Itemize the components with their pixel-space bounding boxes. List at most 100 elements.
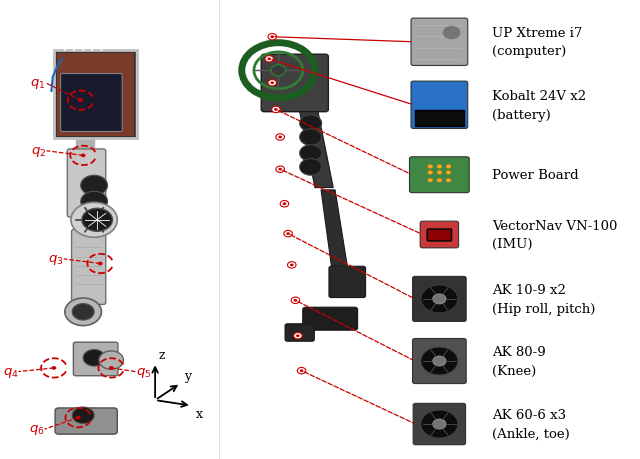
Text: (Hip roll, pitch): (Hip roll, pitch) <box>492 302 595 315</box>
Text: x: x <box>195 407 202 420</box>
FancyBboxPatch shape <box>329 267 365 298</box>
Circle shape <box>51 366 56 370</box>
Text: AK 10-9 x2: AK 10-9 x2 <box>492 284 566 297</box>
Circle shape <box>286 233 290 235</box>
FancyBboxPatch shape <box>413 277 466 322</box>
Circle shape <box>291 297 300 304</box>
Circle shape <box>82 209 113 232</box>
Circle shape <box>78 99 83 103</box>
Circle shape <box>268 80 276 87</box>
Text: (IMU): (IMU) <box>492 238 532 251</box>
Circle shape <box>271 36 274 39</box>
Circle shape <box>287 262 296 269</box>
Circle shape <box>437 171 442 175</box>
Circle shape <box>283 203 286 206</box>
Circle shape <box>446 165 451 169</box>
Circle shape <box>99 351 124 369</box>
Circle shape <box>278 168 282 171</box>
FancyBboxPatch shape <box>411 19 468 66</box>
Circle shape <box>300 116 322 132</box>
Circle shape <box>290 264 294 267</box>
FancyBboxPatch shape <box>420 222 459 248</box>
FancyBboxPatch shape <box>72 230 106 305</box>
Circle shape <box>300 369 303 372</box>
Circle shape <box>433 294 446 304</box>
Circle shape <box>72 304 94 320</box>
Circle shape <box>268 58 271 61</box>
FancyBboxPatch shape <box>285 324 314 341</box>
Circle shape <box>428 165 433 169</box>
Circle shape <box>271 107 280 113</box>
Text: $q_6$: $q_6$ <box>29 422 45 436</box>
Circle shape <box>81 154 86 158</box>
Text: Kobalt 24V x2: Kobalt 24V x2 <box>492 90 586 103</box>
Circle shape <box>428 171 433 175</box>
FancyBboxPatch shape <box>411 82 468 129</box>
Circle shape <box>71 203 117 238</box>
FancyBboxPatch shape <box>56 53 135 138</box>
FancyBboxPatch shape <box>303 308 358 330</box>
Text: $q_3$: $q_3$ <box>48 252 63 266</box>
Text: (battery): (battery) <box>492 108 550 121</box>
Circle shape <box>294 299 297 302</box>
Circle shape <box>83 350 105 366</box>
Text: (computer): (computer) <box>492 45 566 58</box>
Circle shape <box>278 136 282 139</box>
Circle shape <box>274 109 278 112</box>
Circle shape <box>428 179 433 183</box>
FancyBboxPatch shape <box>415 111 464 126</box>
Circle shape <box>271 66 285 77</box>
Circle shape <box>421 285 458 313</box>
Circle shape <box>276 134 284 141</box>
Text: Power Board: Power Board <box>492 169 579 182</box>
FancyBboxPatch shape <box>427 230 452 241</box>
FancyBboxPatch shape <box>261 55 328 112</box>
Polygon shape <box>300 112 333 188</box>
Circle shape <box>65 298 102 326</box>
Text: VectorNav VN-100: VectorNav VN-100 <box>492 219 617 232</box>
Circle shape <box>300 146 322 162</box>
Circle shape <box>437 179 442 183</box>
Text: AK 80-9: AK 80-9 <box>492 346 545 358</box>
Polygon shape <box>321 190 348 266</box>
Circle shape <box>72 407 94 424</box>
Circle shape <box>437 165 442 169</box>
Circle shape <box>284 231 292 237</box>
Text: $q_5$: $q_5$ <box>136 365 151 379</box>
Circle shape <box>268 34 276 41</box>
Circle shape <box>265 56 273 63</box>
Circle shape <box>98 262 102 266</box>
Circle shape <box>421 347 458 375</box>
FancyBboxPatch shape <box>410 157 469 193</box>
Circle shape <box>442 27 461 40</box>
Circle shape <box>81 192 108 212</box>
Circle shape <box>433 356 446 366</box>
FancyBboxPatch shape <box>67 150 106 218</box>
FancyBboxPatch shape <box>74 342 118 376</box>
FancyBboxPatch shape <box>55 408 117 434</box>
Text: $q_1$: $q_1$ <box>30 77 45 90</box>
Circle shape <box>446 171 451 175</box>
Circle shape <box>421 410 458 438</box>
Circle shape <box>271 82 274 85</box>
Text: y: y <box>184 369 191 382</box>
Circle shape <box>296 335 300 337</box>
Circle shape <box>109 366 114 370</box>
FancyBboxPatch shape <box>61 74 122 132</box>
Circle shape <box>297 368 306 374</box>
Circle shape <box>280 201 289 207</box>
Text: UP Xtreme i7: UP Xtreme i7 <box>492 27 582 40</box>
Text: AK 60-6 x3: AK 60-6 x3 <box>492 409 566 421</box>
Text: z: z <box>159 348 165 361</box>
Text: (Ankle, toe): (Ankle, toe) <box>492 427 570 440</box>
Circle shape <box>300 159 322 176</box>
Circle shape <box>76 416 81 420</box>
Circle shape <box>300 129 322 146</box>
Circle shape <box>276 167 284 173</box>
FancyBboxPatch shape <box>413 339 466 384</box>
Circle shape <box>446 179 451 183</box>
Text: (Knee): (Knee) <box>492 364 536 377</box>
Text: $q_2$: $q_2$ <box>31 145 47 158</box>
FancyBboxPatch shape <box>413 403 466 445</box>
Circle shape <box>294 333 302 339</box>
